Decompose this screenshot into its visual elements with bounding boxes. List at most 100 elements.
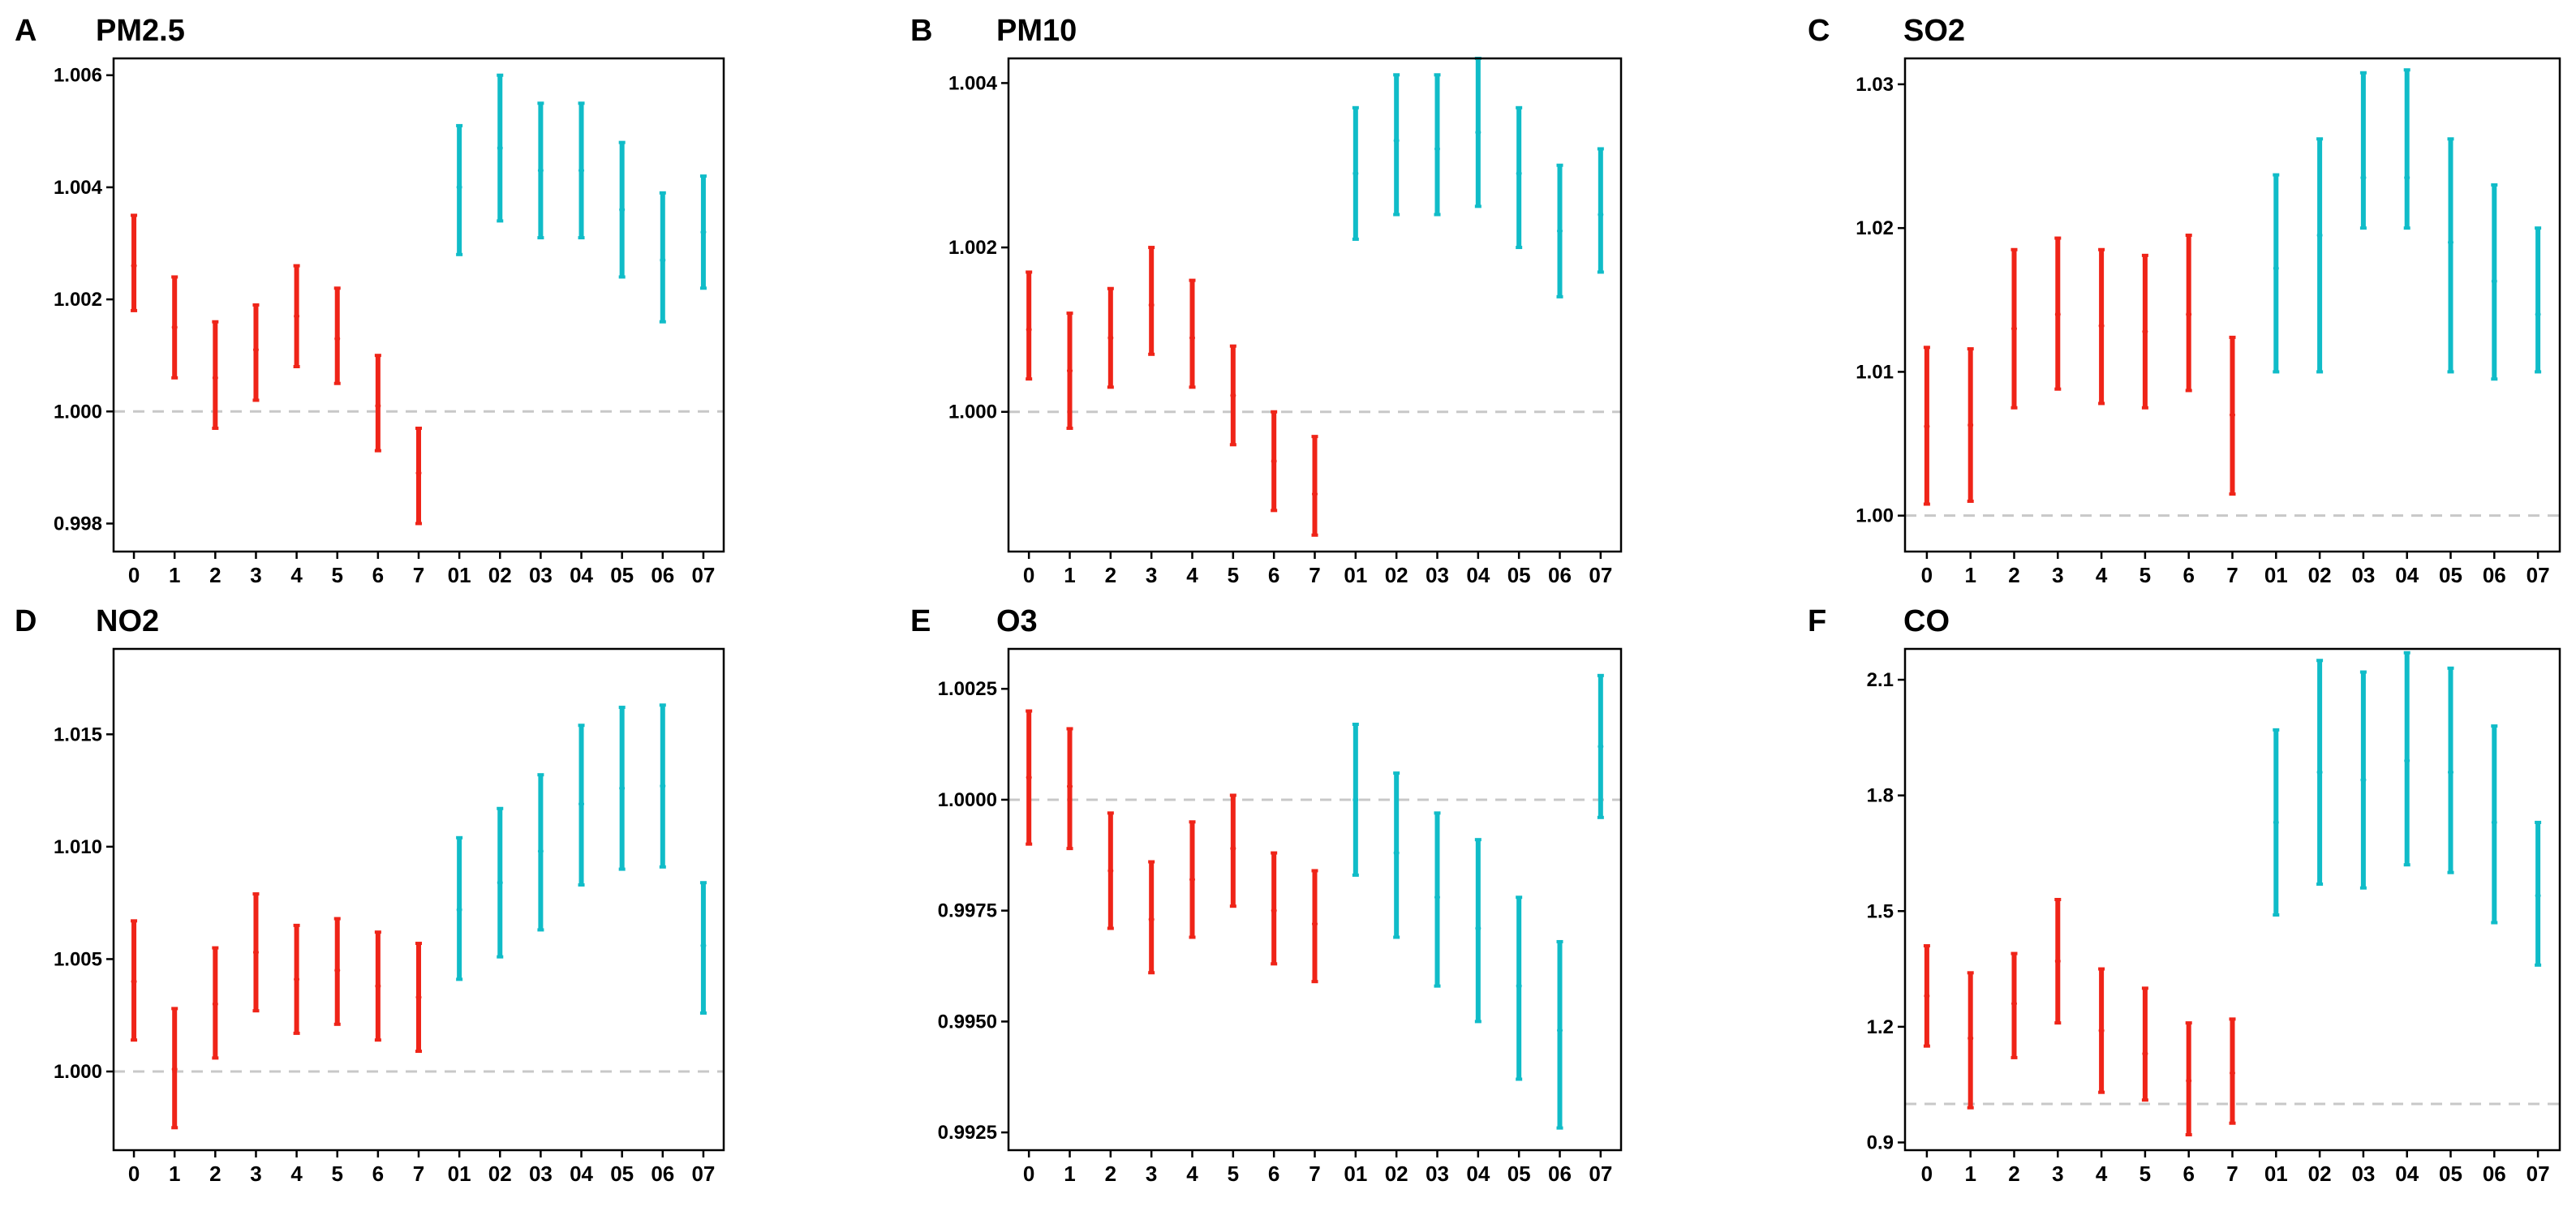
x-tick-label: 01	[1344, 563, 1367, 587]
point-estimate	[1107, 335, 1114, 341]
point-estimate	[2098, 1028, 2105, 1034]
point-estimate	[2098, 323, 2105, 329]
x-tick-label: 05	[1507, 1162, 1531, 1186]
y-tick-label: 0.998	[54, 513, 102, 535]
point-estimate	[2230, 1070, 2235, 1076]
y-tick-label: 1.000	[54, 401, 102, 423]
point-estimate	[375, 402, 381, 409]
point-estimate	[456, 906, 462, 913]
point-estimate	[700, 229, 707, 235]
errorbar-02	[1393, 73, 1400, 217]
y-tick-label: 1.006	[54, 65, 102, 87]
point-estimate	[1475, 129, 1482, 135]
errorbar-06	[2491, 724, 2498, 925]
x-tick-label: 01	[448, 1162, 471, 1186]
x-tick-label: 03	[529, 563, 553, 587]
x-tick-label: 03	[2351, 563, 2375, 587]
x-tick-label: 01	[2264, 563, 2288, 587]
errorbar-1	[1066, 311, 1073, 430]
x-tick-label: 02	[488, 1162, 512, 1186]
point-estimate	[1557, 228, 1563, 234]
errorbar-1	[171, 1007, 178, 1130]
point-estimate	[1271, 458, 1277, 465]
errorbar-1	[1066, 727, 1073, 851]
x-tick-label: 4	[2096, 563, 2108, 587]
point-estimate	[2448, 769, 2453, 775]
errorbar-05	[2447, 137, 2454, 374]
errorbar-01	[1352, 105, 1359, 241]
y-tick-label: 1.8	[1867, 785, 1894, 807]
errorbar-07	[2535, 820, 2542, 967]
y-tick-label: 1.0000	[938, 789, 997, 811]
panel-title: O3	[996, 604, 1038, 638]
errorbar-5	[1229, 344, 1236, 447]
x-tick-label: 04	[1466, 563, 1490, 587]
x-tick-label: 6	[2183, 563, 2194, 587]
errorbar-4	[1189, 820, 1196, 939]
x-tick-label: 07	[2527, 1162, 2550, 1186]
point-estimate	[171, 1066, 178, 1072]
point-estimate	[1189, 335, 1195, 341]
panel-letter: C	[1808, 14, 1830, 48]
x-tick-label: 6	[372, 563, 384, 587]
x-tick-label: 06	[1548, 1162, 1572, 1186]
point-estimate	[294, 313, 300, 320]
y-tick-label: 1.015	[54, 724, 102, 745]
x-tick-label: 1	[1964, 563, 1976, 587]
point-estimate	[1026, 326, 1032, 333]
panels: A PM2.50 1 2 3 4 5 6 7 01 02 03 04 05 06 070.9981.0001.…	[15, 14, 2561, 1186]
errorbar-3	[252, 892, 260, 1013]
errorbar-5	[1229, 793, 1236, 908]
errorbar-06	[1556, 939, 1563, 1130]
errorbar-01	[2273, 728, 2280, 917]
x-tick-label: 0	[1921, 563, 1933, 587]
x-tick-label: 6	[372, 1162, 384, 1186]
point-estimate	[1312, 921, 1318, 927]
errorbar-6	[2185, 1021, 2192, 1136]
errorbar-2	[1107, 286, 1114, 389]
point-estimate	[1393, 850, 1400, 857]
y-tick-label: 1.03	[1856, 74, 1894, 96]
point-estimate	[2273, 819, 2279, 826]
errorbar-0	[1026, 270, 1033, 381]
point-estimate	[334, 967, 341, 973]
x-tick-label: 7	[413, 563, 424, 587]
point-estimate	[456, 184, 462, 191]
errorbar-06	[2491, 183, 2498, 381]
x-tick-label: 6	[1268, 1162, 1279, 1186]
point-estimate	[1148, 302, 1155, 308]
y-tick-label: 1.2	[1867, 1016, 1894, 1038]
plot-frame	[1903, 57, 2561, 553]
x-tick-label: 03	[2351, 1162, 2375, 1186]
x-tick-label: 6	[2183, 1162, 2194, 1186]
x-tick-label: 05	[1507, 563, 1531, 587]
y-tick-label: 1.000	[54, 1061, 102, 1083]
y-tick-label: 1.004	[948, 72, 998, 94]
x-tick-label: 2	[209, 1162, 221, 1186]
errorbar-03	[1434, 811, 1441, 988]
errorbar-0	[1923, 346, 1930, 506]
point-estimate	[497, 145, 503, 152]
point-estimate	[2011, 1000, 2017, 1007]
point-estimate	[375, 983, 381, 990]
x-tick-label: 7	[1309, 1162, 1320, 1186]
x-tick-label: 4	[2096, 1162, 2108, 1186]
errorbar-5	[2141, 253, 2148, 410]
errorbar-2	[2010, 247, 2018, 410]
errorbar-02	[2316, 659, 2324, 886]
errorbar-05	[618, 140, 626, 279]
errorbar-06	[659, 703, 666, 869]
y-tick-label: 2.1	[1867, 669, 1894, 691]
panel-a: A PM2.50 1 2 3 4 5 6 7 01 02 03 04 05 06 070.9981.0001.…	[15, 14, 725, 587]
errorbar-05	[1516, 895, 1523, 1081]
point-estimate	[2316, 232, 2323, 238]
x-tick-label: 07	[691, 1162, 715, 1186]
point-estimate	[2448, 239, 2453, 246]
x-tick-label: 3	[250, 1162, 261, 1186]
errorbar-7	[2229, 335, 2236, 496]
errorbar-06	[1556, 163, 1563, 298]
errorbar-4	[293, 923, 300, 1035]
point-estimate	[2404, 174, 2410, 181]
